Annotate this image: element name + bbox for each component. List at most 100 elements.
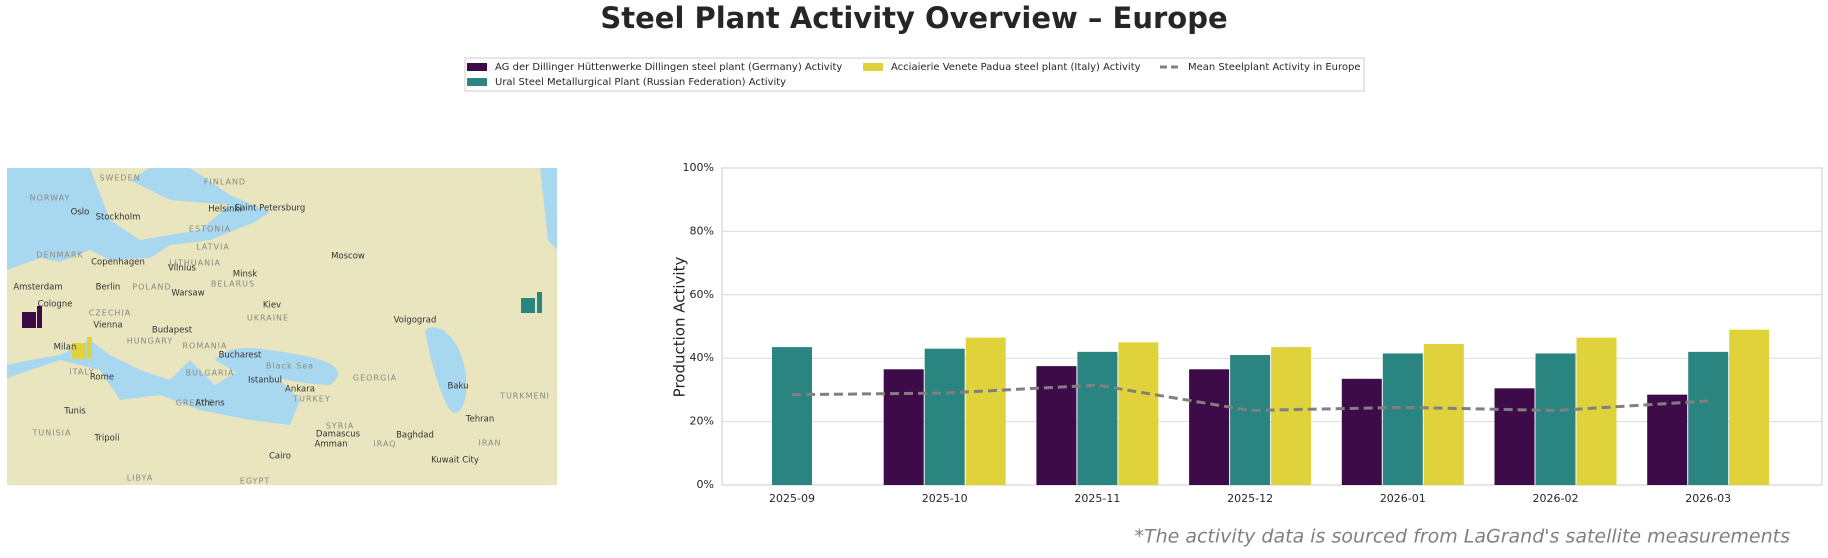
map-label: TURKEY <box>292 395 331 404</box>
bar <box>772 347 812 485</box>
map-water <box>540 168 557 250</box>
map-label: GREECE <box>176 399 215 408</box>
bar <box>1535 353 1576 485</box>
y-tick-label: 0% <box>697 478 714 491</box>
map-label: IRAN <box>478 439 501 448</box>
bar <box>1036 366 1077 485</box>
map-label: Copenhagen <box>91 258 145 268</box>
bar <box>1382 353 1423 485</box>
map-water <box>425 327 467 413</box>
map-label: Stockholm <box>96 213 141 223</box>
bar <box>1189 369 1230 485</box>
map-label: Budapest <box>152 326 193 336</box>
map-label: LITHUANIA <box>169 259 221 268</box>
y-tick-label: 40% <box>690 351 714 364</box>
map-label: LATVIA <box>196 243 230 252</box>
map-label: Baghdad <box>396 431 434 441</box>
map-label: Oslo <box>71 208 90 218</box>
x-tick-label: 2025-12 <box>1227 492 1273 505</box>
plant-marker <box>72 343 86 359</box>
map-label: Amsterdam <box>13 283 62 293</box>
map-label: Amman <box>315 440 348 450</box>
map-label: DENMARK <box>36 251 83 260</box>
bar <box>1576 337 1617 485</box>
map-label: Tunis <box>63 407 86 417</box>
map-label: SWEDEN <box>99 174 140 183</box>
map-label: ESTONIA <box>189 225 231 234</box>
bar <box>1271 347 1312 485</box>
x-tick-label: 2026-01 <box>1380 492 1426 505</box>
map-label: Bucharest <box>219 351 262 361</box>
map-label: Berlin <box>96 283 121 293</box>
plant-marker <box>537 292 542 313</box>
map-label: Tripoli <box>93 434 119 444</box>
map-label: Vienna <box>93 321 122 331</box>
map-label: Warsaw <box>171 289 204 299</box>
legend-label: Mean Steelplant Activity in Europe <box>1188 62 1361 73</box>
map-label: Minsk <box>233 270 258 280</box>
map-label: LIBYA <box>127 474 154 483</box>
bar <box>965 337 1006 485</box>
plant-marker <box>87 337 92 359</box>
map-label: Volgograd <box>394 316 437 326</box>
map-label: Rome <box>90 373 114 383</box>
bar <box>1494 388 1535 485</box>
y-tick-label: 80% <box>690 224 714 237</box>
bar <box>1341 378 1382 485</box>
map-label: FINLAND <box>204 178 246 187</box>
map-label: HUNGARY <box>127 337 173 346</box>
map-water <box>215 348 339 385</box>
map-label: ITALY <box>69 368 94 377</box>
map-label: BELARUS <box>211 280 255 289</box>
legend-label: Acciaierie Venete Padua steel plant (Ita… <box>891 62 1141 73</box>
x-tick-label: 2025-10 <box>922 492 968 505</box>
bar <box>1118 342 1159 485</box>
map-label: Kiev <box>263 301 281 311</box>
map-label: Cairo <box>269 452 291 462</box>
map-label: UKRAINE <box>247 314 289 323</box>
map-label: Athens <box>195 399 225 409</box>
bar <box>924 348 965 485</box>
map-label: EGYPT <box>240 477 270 486</box>
map-label: Moscow <box>331 252 365 262</box>
x-tick-label: 2025-09 <box>769 492 815 505</box>
plant-marker <box>37 306 42 328</box>
map-label: TURKMENI <box>499 392 550 401</box>
legend-swatch <box>467 63 487 71</box>
map-water <box>7 340 300 425</box>
map-label: Baku <box>447 382 468 392</box>
bar <box>1077 351 1118 485</box>
map-label: Black Sea <box>266 362 314 371</box>
map-label: IRAQ <box>373 440 396 449</box>
chart-title: Steel Plant Activity Overview – Europe <box>600 1 1227 35</box>
legend-box <box>464 57 1365 92</box>
bar <box>1688 351 1729 485</box>
legend-label: AG der Dillinger Hüttenwerke Dillingen s… <box>495 62 842 73</box>
plant-marker <box>22 312 36 328</box>
map-water <box>7 168 270 270</box>
map-label: Saint Petersburg <box>235 204 305 214</box>
map-label: Helsinki <box>208 205 241 215</box>
map-label: Damascus <box>316 430 361 440</box>
map-label: CZECHIA <box>89 309 132 318</box>
map-label: Vilnius <box>168 264 196 274</box>
map-label: TUNISIA <box>32 429 72 438</box>
map-label: GEORGIA <box>353 374 397 383</box>
bar <box>1647 394 1688 485</box>
y-tick-label: 100% <box>683 161 714 174</box>
legend-label: Ural Steel Metallurgical Plant (Russian … <box>495 77 786 88</box>
y-tick-label: 20% <box>690 415 714 428</box>
map-label: SYRIA <box>326 422 354 431</box>
x-tick-label: 2025-11 <box>1074 492 1120 505</box>
map-label: Tehran <box>465 415 494 425</box>
map-label: Cologne <box>38 300 73 310</box>
map-label: Ankara <box>285 385 315 395</box>
bar <box>1230 355 1271 485</box>
y-tick-label: 60% <box>690 288 714 301</box>
plant-marker <box>521 298 535 313</box>
map-label: NORWAY <box>30 194 71 203</box>
